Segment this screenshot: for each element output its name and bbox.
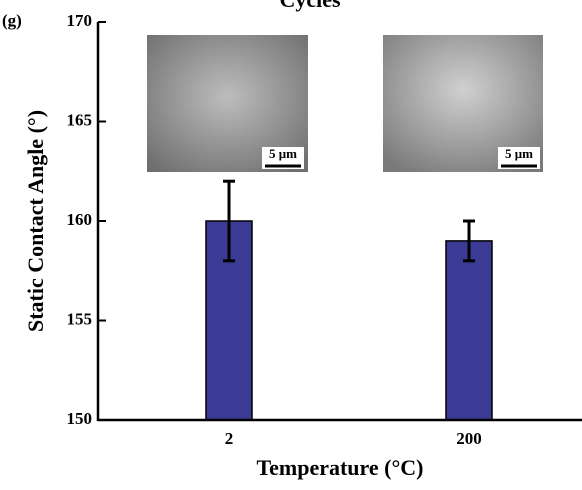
y-tick-label: 170 xyxy=(67,11,93,30)
bar xyxy=(446,241,492,420)
y-tick-label: 150 xyxy=(67,409,93,428)
scale-label: 5 μm xyxy=(269,146,297,161)
chart-title: Cycles xyxy=(279,0,341,12)
y-tick-label: 160 xyxy=(67,210,93,229)
scale-label: 5 μm xyxy=(505,146,533,161)
panel-label: (g) xyxy=(2,11,22,30)
chart: Cycles (g) Temperature (°C) Static Conta… xyxy=(0,0,582,490)
y-tick-label: 155 xyxy=(67,309,93,328)
y-tick-label: 165 xyxy=(67,110,93,129)
x-tick-label: 200 xyxy=(456,429,482,448)
y-axis-title: Static Contact Angle (°) xyxy=(23,110,48,332)
x-tick-label: 2 xyxy=(225,429,234,448)
x-axis-title: Temperature (°C) xyxy=(256,455,423,480)
